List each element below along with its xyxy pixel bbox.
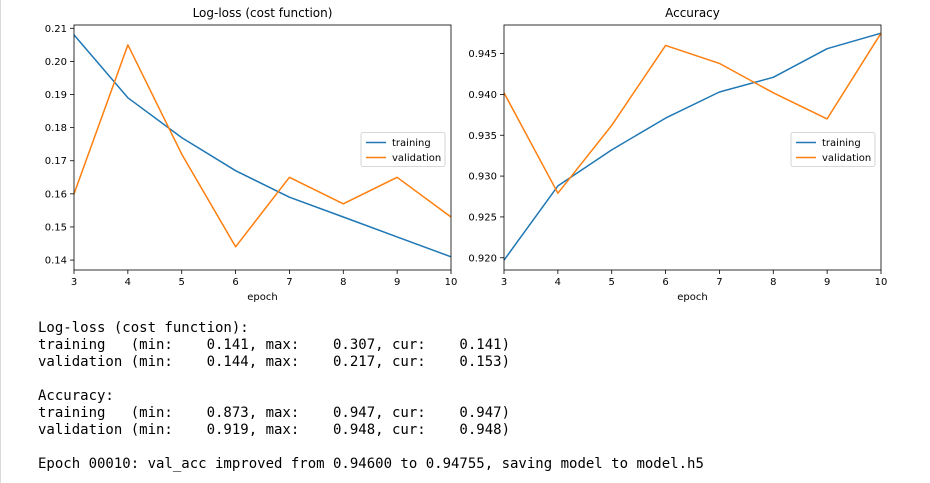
acc-y-tick-label: 0.940: [468, 90, 497, 101]
loss-x-tick-label: 8: [340, 277, 346, 288]
loss-legend-label-validation: validation: [392, 153, 441, 164]
loss-y-tick-label: 0.14: [45, 256, 67, 267]
loss-x-tick-label: 10: [445, 277, 458, 288]
loss-y-tick-label: 0.15: [45, 222, 67, 233]
log-loss-training-line: training (min: 0.141, max: 0.307, cur: 0…: [38, 337, 511, 353]
loss-y-tick-label: 0.16: [45, 189, 67, 200]
acc-x-tick-label: 9: [824, 277, 830, 288]
acc-x-tick-label: 10: [875, 277, 888, 288]
acc-x-tick-label: 8: [770, 277, 776, 288]
loss-y-tick-label: 0.20: [45, 57, 67, 68]
log-loss-validation-line: validation (min: 0.144, max: 0.217, cur:…: [38, 354, 511, 370]
accuracy-header: Accuracy:: [38, 388, 114, 404]
acc-x-axis-label: epoch: [677, 292, 707, 303]
acc-y-tick-label: 0.930: [468, 172, 497, 183]
acc-x-tick-label: 6: [662, 277, 668, 288]
acc-y-tick-label: 0.945: [468, 49, 497, 60]
loss-training-line: [73, 34, 452, 258]
acc-training-line: [503, 32, 882, 261]
loss-x-tick-label: 4: [125, 277, 131, 288]
acc-x-tick-label: 5: [609, 277, 615, 288]
acc-y-tick-label: 0.920: [468, 253, 497, 264]
accuracy-validation-line: validation (min: 0.919, max: 0.948, cur:…: [38, 422, 511, 438]
loss-x-tick-label: 5: [179, 277, 185, 288]
acc-legend-label-validation: validation: [822, 153, 871, 164]
output-cell-border: [0, 0, 1, 483]
acc-y-tick-label: 0.925: [468, 212, 497, 223]
acc-x-tick-label: 4: [555, 277, 561, 288]
loss-legend-label-training: training: [392, 138, 431, 149]
loss-x-tick-label: 9: [394, 277, 400, 288]
acc-x-tick-label: 3: [501, 277, 507, 288]
acc-chart-title: Accuracy: [665, 6, 720, 20]
accuracy-training-line: training (min: 0.873, max: 0.947, cur: 0…: [38, 405, 511, 421]
log-loss-header: Log-loss (cost function):: [38, 320, 249, 336]
acc-x-tick-label: 7: [716, 277, 722, 288]
acc-legend-label-training: training: [822, 138, 861, 149]
loss-y-tick-label: 0.21: [45, 24, 67, 35]
charts-figure: Log-loss (cost function) 3 4 5 6 7 8 9 10 0.14 0.1…: [45, 6, 888, 303]
loss-y-tick-label: 0.17: [45, 156, 67, 167]
loss-axes-frame: [73, 24, 452, 271]
acc-validation-line: [503, 32, 882, 194]
charts-svg: Log-loss (cost function) 3 4 5 6 7 8 9 10 0.14 0.1…: [45, 6, 888, 303]
training-log-output: Log-loss (cost function): training (min:…: [38, 320, 704, 473]
loss-validation-line: [73, 44, 452, 248]
loss-x-tick-label: 3: [71, 277, 77, 288]
loss-chart-title: Log-loss (cost function): [193, 6, 333, 20]
loss-x-axis-label: epoch: [247, 292, 277, 303]
loss-x-tick-label: 6: [232, 277, 238, 288]
acc-y-tick-label: 0.935: [468, 131, 497, 142]
epoch-status-line: Epoch 00010: val_acc improved from 0.946…: [38, 456, 704, 472]
acc-axes-frame: [503, 24, 882, 271]
loss-y-tick-label: 0.19: [45, 90, 67, 101]
loss-y-tick-label: 0.18: [45, 123, 67, 134]
loss-x-tick-label: 7: [286, 277, 292, 288]
